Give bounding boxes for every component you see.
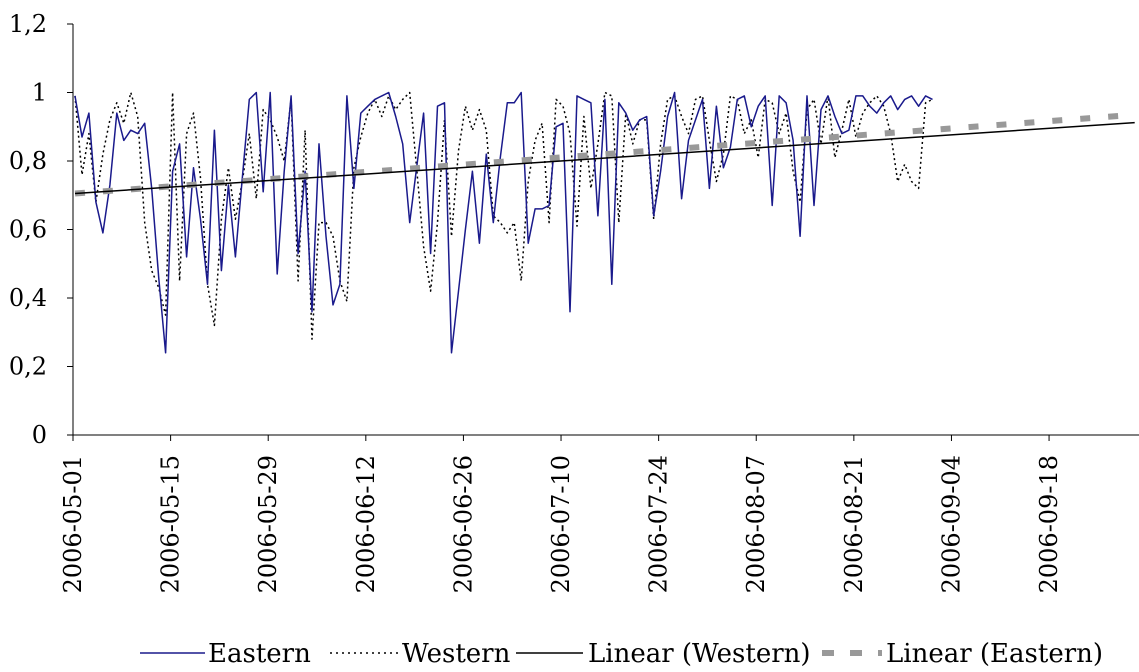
series-line-eastern: [74, 91, 933, 354]
series-layer: [74, 91, 1135, 354]
y-tick-label: 0: [32, 421, 47, 449]
series-line-western: [74, 91, 933, 340]
x-tick-label: 2006-09-18: [1035, 455, 1063, 593]
x-tick-label: 2006-05-29: [254, 455, 282, 593]
legend: Eastern Western Linear (Western) Linear …: [140, 639, 1103, 669]
x-tick-label: 2006-06-12: [352, 455, 380, 593]
legend-item-eastern: Eastern: [140, 639, 311, 669]
x-tick-label: 2006-05-01: [59, 455, 87, 593]
legend-item-linear-eastern: Linear (Eastern): [822, 639, 1103, 669]
y-tick-label: 1,2: [9, 10, 47, 38]
y-tick-label: 1: [32, 79, 47, 107]
legend-label-western: Western: [402, 639, 511, 669]
x-tick-label: 2006-05-15: [157, 455, 185, 593]
x-tick-label: 2006-06-26: [449, 455, 477, 593]
legend-item-western: Western: [330, 639, 511, 669]
x-tick-label: 2006-08-07: [742, 455, 770, 593]
series-line-linear-western: [74, 121, 1135, 195]
y-tick-label: 0,4: [9, 284, 47, 312]
x-tick-label: 2006-08-21: [840, 455, 868, 593]
x-tick-label: 2006-09-04: [937, 455, 965, 593]
series-line-linear-eastern: [74, 111, 1135, 197]
legend-label-linear-eastern: Linear (Eastern): [886, 639, 1103, 669]
x-axis: 2006-05-01 2006-05-15 2006-05-29 2006-06-12…: [59, 434, 1139, 593]
y-axis: 0 0,2 0,4 0,6 0,8 1 1,2: [9, 10, 74, 449]
y-tick-label: 0,2: [9, 353, 47, 381]
y-tick-label: 0,8: [9, 147, 47, 175]
legend-item-linear-western: Linear (Western): [516, 639, 811, 669]
legend-label-eastern: Eastern: [208, 639, 311, 669]
x-tick-label: 2006-07-10: [547, 455, 575, 593]
y-tick-label: 0,6: [9, 216, 47, 244]
x-tick-label: 2006-07-24: [645, 455, 673, 593]
legend-label-linear-western: Linear (Western): [588, 639, 811, 669]
